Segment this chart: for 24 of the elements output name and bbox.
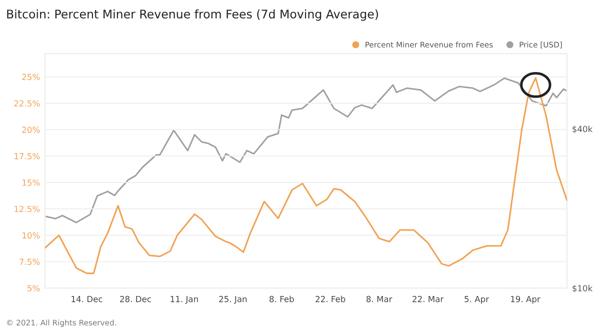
y-tick-label: 25% (22, 74, 40, 80)
y2-tick-label: $10k (572, 284, 593, 292)
line-series (45, 77, 567, 224)
x-tick-label: 22. Mar (412, 296, 444, 302)
x-tick-label: 28. Dec (120, 296, 151, 302)
y-tick-label: 12.5% (14, 206, 40, 212)
y2-tick-label: $40k (572, 126, 593, 134)
y-tick-label: 5% (28, 285, 40, 292)
y-tick-label: 15% (22, 179, 40, 186)
x-tick-label: 25. Jan (219, 296, 247, 304)
y-tick-label: 22.5% (14, 100, 40, 107)
x-tick-label: 8. Mar (366, 296, 392, 302)
chart-title: Bitcoin: Percent Miner Revenue from Fees (7d Moving Average) (7, 9, 378, 21)
x-tick-label: 8. Feb (270, 296, 294, 302)
x-tick-label: 11. Jan (170, 296, 198, 304)
line-series (45, 77, 567, 274)
y-tick-label: 17.5% (14, 153, 40, 160)
y-tick-label: 7.5% (20, 258, 40, 265)
y-tick-label: 10% (22, 232, 40, 239)
y-tick-label: 20% (22, 126, 40, 133)
x-tick-label: 22. Feb (316, 296, 346, 302)
x-tick-label: 5. Apr (464, 296, 490, 304)
x-tick-label: 19. Apr (510, 296, 540, 304)
x-tick-label: 14. Dec (72, 296, 102, 302)
